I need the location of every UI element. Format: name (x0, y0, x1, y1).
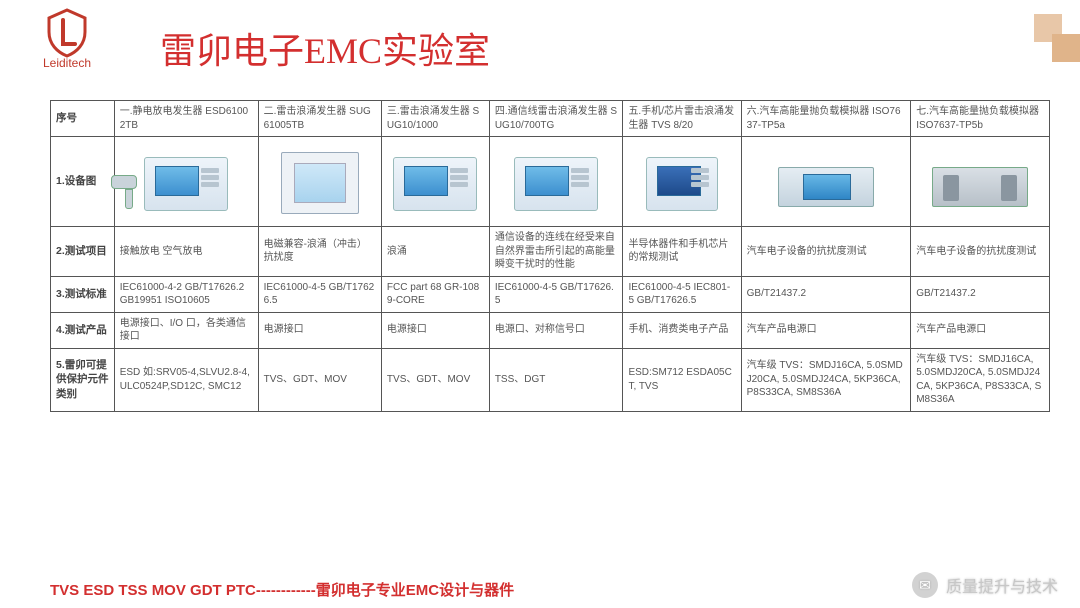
cell: TVS、GDT、MOV (381, 348, 489, 411)
cell: 电磁兼容-浪涌（冲击）抗扰度 (258, 227, 381, 277)
device-img-2 (258, 137, 381, 227)
header-col-4: 四.通信线雷击浪涌发生器 SUG10/700TG (489, 101, 623, 137)
emc-lab-table: 序号 一.静电放电发生器 ESD61002TB 二.雷击浪涌发生器 SUG610… (50, 100, 1050, 412)
cell: 电源接口 (258, 312, 381, 348)
row-test-product: 4.测试产品 电源接口、I/O 口，各类通信接口 电源接口 电源接口 电源口、对… (51, 312, 1050, 348)
device-img-6 (741, 137, 911, 227)
cell: 接触放电 空气放电 (114, 227, 258, 277)
device-img-4 (489, 137, 623, 227)
footer-slogan: TVS ESD TSS MOV GDT PTC------------雷卯电子专… (50, 579, 514, 600)
brand-logo: Leiditech (22, 6, 112, 70)
cell: 汽车产品电源口 (911, 312, 1050, 348)
brand-name: Leiditech (22, 56, 112, 70)
row-label-protection: 5.雷卯可提供保护元件类别 (51, 348, 115, 411)
header-col-6: 六.汽车高能量抛负载模拟器 ISO7637-TP5a (741, 101, 911, 137)
row-label-project: 2.测试项目 (51, 227, 115, 277)
cell: ESD:SM712 ESDA05CT, TVS (623, 348, 741, 411)
cell: 电源口、对称信号口 (489, 312, 623, 348)
page-title: 雷卯电子EMC实验室 (160, 22, 490, 74)
device-img-1 (114, 137, 258, 227)
cell: 电源接口 (381, 312, 489, 348)
corner-decoration (1020, 14, 1080, 64)
cell: TVS、GDT、MOV (258, 348, 381, 411)
cell: 汽车级 TVS：SMDJ16CA, 5.0SMDJ20CA, 5.0SMDJ24… (911, 348, 1050, 411)
cell: 汽车产品电源口 (741, 312, 911, 348)
header-index: 序号 (51, 101, 115, 137)
header-row: 序号 一.静电放电发生器 ESD61002TB 二.雷击浪涌发生器 SUG610… (51, 101, 1050, 137)
cell: IEC61000-4-5 GB/T17626.5 (258, 276, 381, 312)
cell: ESD 如:SRV05-4,SLVU2.8-4, ULC0524P,SD12C,… (114, 348, 258, 411)
header-col-2: 二.雷击浪涌发生器 SUG61005TB (258, 101, 381, 137)
shield-icon (41, 6, 93, 58)
row-test-standard: 3.测试标准 IEC61000-4-2 GB/T17626.2 GB19951 … (51, 276, 1050, 312)
header-col-3: 三.雷击浪涌发生器 SUG10/1000 (381, 101, 489, 137)
cell: IEC61000-4-5 GB/T17626.5 (489, 276, 623, 312)
cell: FCC part 68 GR-1089-CORE (381, 276, 489, 312)
row-protection: 5.雷卯可提供保护元件类别 ESD 如:SRV05-4,SLVU2.8-4, U… (51, 348, 1050, 411)
cell: IEC61000-4-2 GB/T17626.2 GB19951 ISO1060… (114, 276, 258, 312)
header-col-7: 七.汽车高能量抛负载模拟器 ISO7637-TP5b (911, 101, 1050, 137)
row-label-standard: 3.测试标准 (51, 276, 115, 312)
cell: 汽车级 TVS：SMDJ16CA, 5.0SMDJ20CA, 5.0SMDJ24… (741, 348, 911, 411)
row-label-product: 4.测试产品 (51, 312, 115, 348)
cell: 电源接口、I/O 口，各类通信接口 (114, 312, 258, 348)
device-img-5 (623, 137, 741, 227)
watermark-text: 质量提升与技术 (946, 573, 1058, 597)
row-device-image: 1.设备图 (51, 137, 1050, 227)
device-img-7 (911, 137, 1050, 227)
cell: 通信设备的连线在经受来自自然界雷击所引起的高能量瞬变干扰时的性能 (489, 227, 623, 277)
wechat-icon: ✉ (912, 572, 938, 598)
cell: IEC61000-4-5 IEC801-5 GB/T17626.5 (623, 276, 741, 312)
header-col-5: 五.手机/芯片雷击浪涌发生器 TVS 8/20 (623, 101, 741, 137)
cell: 汽车电子设备的抗扰度测试 (911, 227, 1050, 277)
row-label-device: 1.设备图 (51, 137, 115, 227)
cell: TSS、DGT (489, 348, 623, 411)
device-img-3 (381, 137, 489, 227)
header-col-1: 一.静电放电发生器 ESD61002TB (114, 101, 258, 137)
cell: GB/T21437.2 (911, 276, 1050, 312)
cell: 半导体器件和手机芯片的常规测试 (623, 227, 741, 277)
row-test-project: 2.测试项目 接触放电 空气放电 电磁兼容-浪涌（冲击）抗扰度 浪涌 通信设备的… (51, 227, 1050, 277)
cell: 手机、消费类电子产品 (623, 312, 741, 348)
cell: 浪涌 (381, 227, 489, 277)
cell: GB/T21437.2 (741, 276, 911, 312)
cell: 汽车电子设备的抗扰度测试 (741, 227, 911, 277)
wechat-watermark: ✉ 质量提升与技术 (912, 572, 1058, 598)
